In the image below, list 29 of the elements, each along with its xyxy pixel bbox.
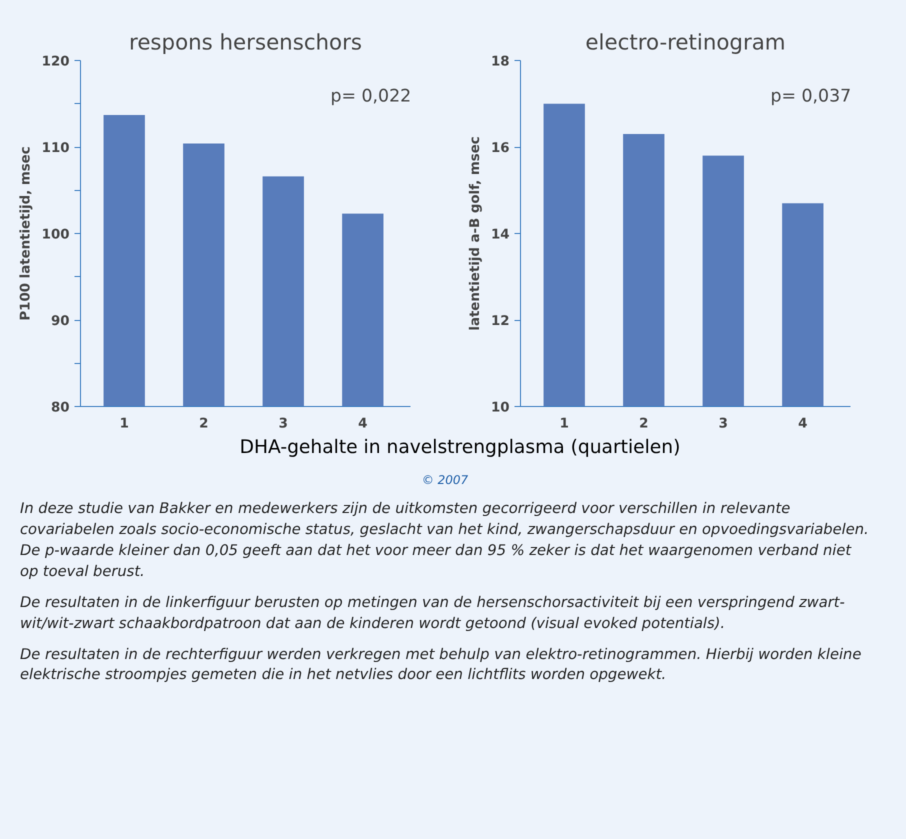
- x-tick-label: 2: [639, 416, 648, 432]
- text: In deze studie van Bakker en medewerkers zijn de uitkomsten gecorrigeerd voor verschillen in relevante covariabelen zoals socio-economische status, geslacht van het kind, zwangerschapsduur en opvoedingsvariabelen. De p-waarde kleiner dan 0,05 geeft aan dat het voor meer dan 95 % zeker is dat het waargenomen verband niet op toeval berust.: [20, 498, 870, 582]
- x-tick-label: 2: [199, 416, 208, 432]
- y-tick-label: 14: [490, 228, 510, 242]
- y-axis-title: latentietijd a-B golf, msec: [468, 136, 483, 331]
- x-axis-title: DHA-gehalte in navelstrengplasma (quartielen): [240, 436, 680, 460]
- text: De resultaten in de linkerfiguur berusten op metingen van de hersenschorsactiviteit bij een verspringend zwart-wit/wit-zwart schaakbordpatroon dat aan de kinderen wordt getoond (visual evoked potentials).: [20, 592, 846, 634]
- text: De resultaten in de rechterfiguur werden verkregen met behulp van elektro-retinogrammen. Hierbij worden kleine elektrische stroompjes gemeten die in het netvlies door een lichtflits worden opgewekt.: [20, 644, 862, 686]
- y-tick-label: 110: [42, 141, 70, 156]
- y-tick-label: 120: [42, 54, 70, 70]
- y-tick-label: 18: [490, 54, 510, 70]
- y-tick-label: 10: [490, 400, 510, 416]
- x-tick-label: 4: [798, 416, 808, 432]
- annotation: p= 0,037: [770, 86, 852, 106]
- y-axis-title: P100 latentietijd, msec: [18, 146, 34, 321]
- annotation: p= 0,022: [330, 86, 412, 106]
- text: © 2007: [422, 472, 468, 489]
- x-tick-label: 1: [120, 416, 129, 432]
- y-tick-label: 12: [490, 314, 510, 329]
- chart-title: respons hersenschors: [129, 30, 362, 56]
- x-tick-label: 4: [358, 416, 368, 432]
- x-tick-label: 3: [718, 416, 728, 432]
- x-tick-label: 3: [278, 416, 288, 432]
- x-tick-label: 1: [560, 416, 569, 432]
- y-tick-label: 80: [50, 400, 70, 416]
- y-tick-label: 90: [50, 314, 70, 329]
- chart-title: electro-retinogram: [585, 30, 786, 56]
- y-tick-label: 100: [42, 228, 70, 242]
- y-tick-label: 16: [490, 141, 510, 156]
